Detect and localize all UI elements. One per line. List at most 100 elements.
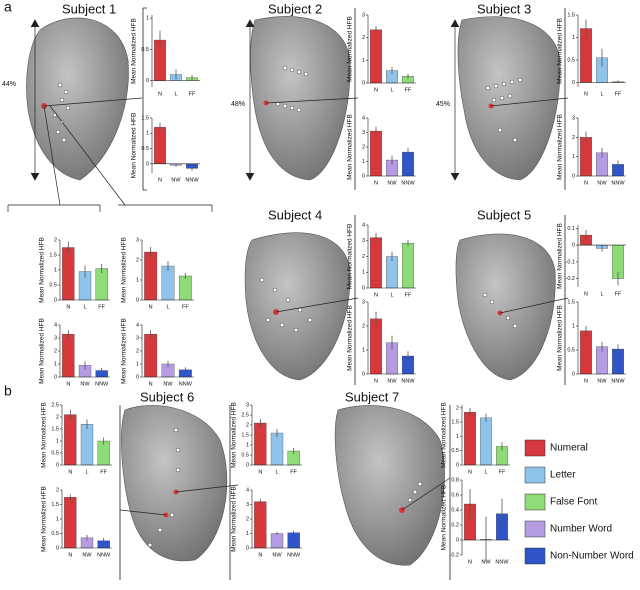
- y-tick-label: 1: [456, 434, 459, 440]
- subject-title: Subject 7: [345, 389, 399, 404]
- y-axis-label: Mean Normalized HFB: [557, 18, 564, 84]
- y-tick-label: 1.5: [451, 420, 459, 426]
- x-tick-label: NW: [163, 381, 173, 387]
- y-tick-label: 1.5: [567, 299, 575, 305]
- y-tick-label: 2.5: [241, 412, 249, 418]
- x-tick-label: L: [85, 469, 88, 475]
- bar: [370, 130, 382, 177]
- y-axis-label: Mean Normalized HFB: [347, 305, 354, 371]
- bar: [64, 414, 77, 466]
- bar: [144, 333, 158, 378]
- x-tick-label: N: [584, 291, 588, 297]
- legend-label: Letter: [550, 470, 576, 481]
- y-tick-label: 2: [362, 144, 365, 150]
- bar-chart: 0 0.5 1 1.5 2 2.5 3 Mean Normalized HFB N L FF: [231, 402, 302, 475]
- y-tick-label: 0: [146, 161, 149, 167]
- bar: [80, 424, 94, 466]
- y-tick-label: 0: [572, 243, 575, 249]
- x-tick-label: FF: [100, 469, 107, 475]
- x-tick-label: L: [390, 87, 393, 93]
- x-tick-label: L: [390, 292, 393, 298]
- y-tick-label: 1: [54, 361, 57, 367]
- y-tick-label: 0.5: [567, 57, 575, 63]
- y-tick-label: 0: [572, 80, 575, 86]
- y-tick-label: -0.2: [450, 552, 459, 558]
- x-tick-label: FF: [189, 91, 196, 97]
- panel-frames: [119, 7, 566, 580]
- subject-title: Subject 1: [62, 1, 116, 16]
- y-tick-label: 0: [54, 297, 57, 303]
- x-tick-label: NW: [80, 381, 90, 387]
- y-tick-label: -0.2: [566, 276, 575, 282]
- x-tick-label: FF: [182, 304, 189, 310]
- y-tick-label: 0.6: [451, 492, 459, 498]
- y-tick-label: 2: [54, 348, 57, 354]
- legend-label: False Font: [550, 497, 597, 508]
- panel-label: a: [4, 0, 12, 15]
- x-tick-label: L: [174, 91, 177, 97]
- percentage: 48%: [231, 101, 245, 108]
- y-tick-label: 0: [572, 371, 575, 377]
- bar: [254, 422, 267, 466]
- y-tick-label: 3: [572, 115, 575, 121]
- x-tick-label: NNW: [179, 381, 193, 387]
- percentage: 44%: [2, 81, 16, 88]
- y-tick-label: 1: [136, 277, 139, 283]
- y-axis-label: Mean Normalized HFB: [557, 305, 564, 371]
- x-tick-label: NNW: [401, 180, 415, 186]
- y-axis-label: Mean Normalized HFB: [39, 318, 46, 384]
- y-tick-label: 1: [362, 159, 365, 165]
- bar-chart: 0 1 2 3 4 Mean Normalized HFB N L FF: [347, 222, 416, 298]
- x-tick-label: N: [66, 381, 70, 387]
- percentage: 45%: [436, 101, 450, 108]
- x-tick-label: NNW: [287, 552, 301, 558]
- connector-lines: [7, 19, 569, 516]
- x-tick-label: N: [584, 180, 588, 186]
- x-tick-label: FF: [615, 291, 622, 297]
- y-tick-label: 1.5: [51, 502, 59, 508]
- y-tick-label: 2: [136, 257, 139, 263]
- y-tick-label: 4: [362, 222, 365, 228]
- y-tick-label: 1: [146, 16, 149, 22]
- x-tick-label: NNW: [95, 381, 109, 387]
- bar-chart: 0 0.5 1 1.5 2 Mean Normalized HFB N L FF: [441, 402, 510, 475]
- x-tick-label: N: [374, 87, 378, 93]
- y-tick-label: 1: [362, 270, 365, 276]
- x-tick-label: NNW: [611, 180, 625, 186]
- legend-swatch: [524, 466, 546, 484]
- y-tick-label: 2: [136, 348, 139, 354]
- y-tick-label: 0.5: [51, 531, 59, 537]
- x-tick-label: N: [374, 378, 378, 384]
- bar: [402, 242, 414, 289]
- y-tick-label: 0.5: [451, 448, 459, 454]
- y-tick-label: 2.5: [51, 402, 59, 408]
- y-tick-label: 2: [246, 516, 249, 522]
- y-axis-label: Mean Normalized HFB: [347, 114, 354, 180]
- y-axis-label: Mean Normalized HFB: [557, 114, 564, 180]
- y-tick-label: 3: [136, 237, 139, 243]
- x-tick-label: NNW: [97, 552, 111, 558]
- y-tick-label: 0: [246, 545, 249, 551]
- x-tick-label: N: [66, 304, 70, 310]
- y-tick-label: 3: [362, 238, 365, 244]
- y-tick-label: 1: [572, 154, 575, 160]
- y-tick-label: 4: [54, 322, 57, 328]
- x-tick-label: N: [468, 559, 472, 565]
- y-axis-label: Mean Normalized HFB: [441, 402, 448, 468]
- x-tick-label: N: [468, 469, 472, 475]
- legend-label: Numeral: [550, 443, 588, 454]
- y-tick-label: 0.4: [451, 507, 459, 513]
- bar-chart: 0 0.5 1 1.5 2 Mean Normalized HFB N L FF: [39, 237, 110, 310]
- x-tick-label: N: [158, 177, 162, 183]
- y-tick-label: 0: [136, 297, 139, 303]
- bar: [464, 411, 476, 466]
- y-tick-label: 1: [362, 58, 365, 64]
- legend: Numeral Letter False Font Number Word Non-Nu…: [524, 439, 634, 565]
- x-tick-label: N: [374, 292, 378, 298]
- y-tick-label: 0: [572, 173, 575, 179]
